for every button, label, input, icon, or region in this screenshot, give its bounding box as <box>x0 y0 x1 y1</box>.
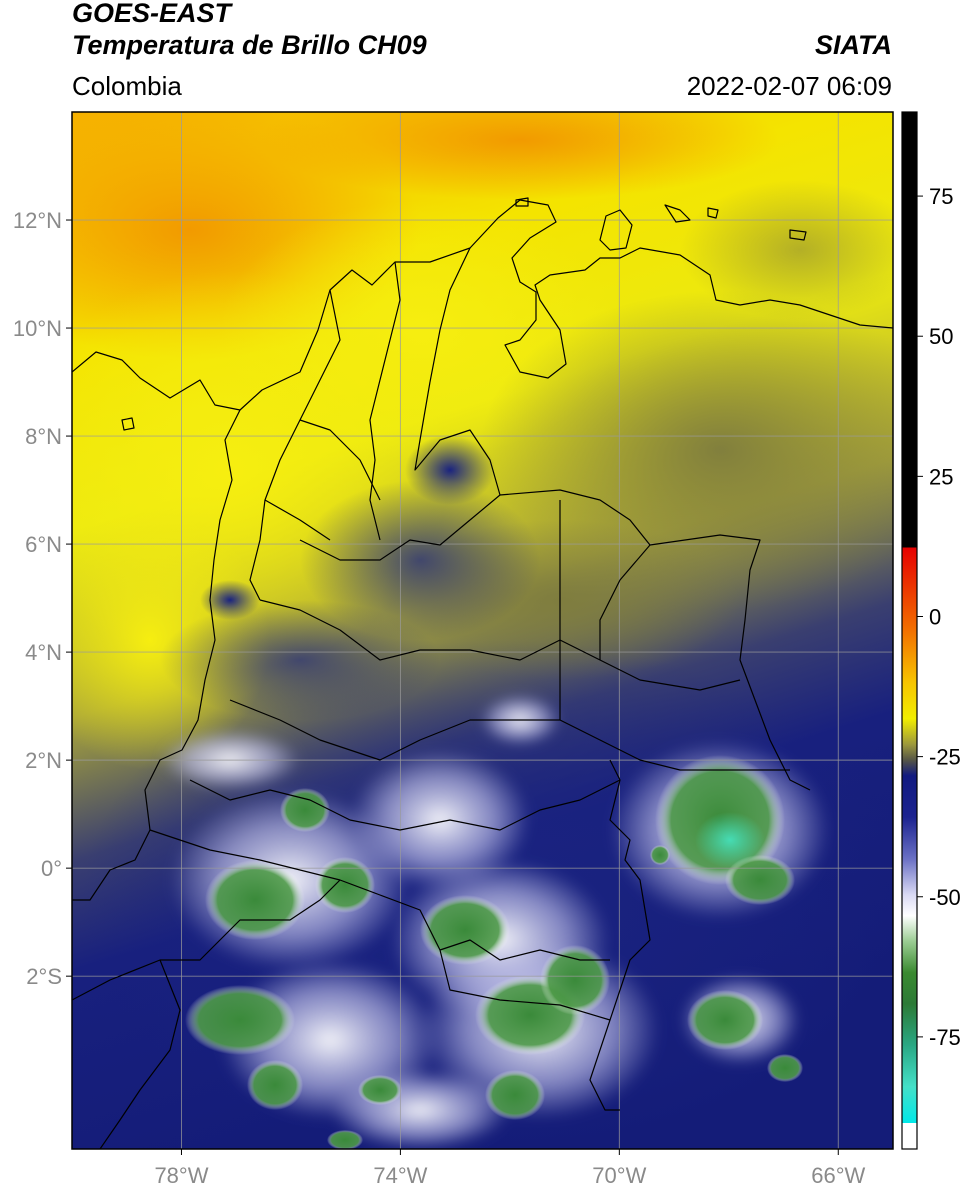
internal-border <box>369 261 401 541</box>
colorbar-ramp <box>902 112 917 1149</box>
internal-border <box>264 499 331 541</box>
island <box>121 417 135 431</box>
colorbar: 75 50 25 0 -25 -50 -75 <box>901 111 961 1150</box>
brightness-temperature-field <box>72 112 893 1149</box>
latitude-tick-label: 6°N <box>25 532 62 557</box>
navy-region <box>300 480 540 640</box>
colorbar-frame <box>901 111 918 1150</box>
latitude-tick-label: 2°N <box>25 748 62 773</box>
navy-region <box>200 580 260 620</box>
longitude-tick-label: 74°W <box>373 1163 427 1188</box>
internal-border <box>439 939 610 961</box>
navy-region <box>405 435 495 505</box>
olive-region <box>680 180 893 320</box>
colorbar-tick-label: -25 <box>929 745 961 770</box>
pacific-coastline <box>72 409 241 901</box>
datetime-label: 2022-02-07 06:09 <box>686 71 892 101</box>
latitude-tick-label: 10°N <box>13 316 62 341</box>
source-label: SIATA <box>815 30 892 60</box>
colorbar-tick-label: -75 <box>929 1025 961 1050</box>
paraguana-peninsula <box>599 209 633 251</box>
internal-border <box>259 599 741 691</box>
map-frame <box>71 111 894 1150</box>
brazil-border <box>589 1019 620 1111</box>
colorbar-tick-label: 25 <box>929 464 953 489</box>
colorbar-tick-label: 50 <box>929 324 953 349</box>
colombia-east-border <box>414 381 811 791</box>
colorbar-tick-label: 75 <box>929 184 953 209</box>
longitude-tick-label: 78°W <box>154 1163 208 1188</box>
caribbean-coastline <box>72 199 893 411</box>
warm-region <box>260 112 780 200</box>
latitude-tick-label: 8°N <box>25 424 62 449</box>
internal-border <box>299 494 501 561</box>
colorbar-tick-label: -50 <box>929 885 961 910</box>
longitude-axis: 78°W 74°W 70°W 66°W <box>154 1149 866 1188</box>
product-title: Temperatura de Brillo CH09 <box>72 30 427 60</box>
internal-border <box>429 247 471 383</box>
colorbar-ticks: 75 50 25 0 -25 -50 -75 <box>917 184 961 1050</box>
latitude-axis: 12°N 10°N 8°N 6°N 4°N 2°N 0° 2°S <box>13 208 72 989</box>
internal-border <box>599 544 651 660</box>
coastlines-and-borders <box>72 197 893 1149</box>
island <box>789 229 807 241</box>
latitude-tick-label: 12°N <box>13 208 62 233</box>
satellite-title: GOES-EAST <box>72 0 232 28</box>
island <box>707 207 719 219</box>
latitude-tick-label: 4°N <box>25 640 62 665</box>
colorbar-tick-label: 0 <box>929 604 941 629</box>
internal-border <box>249 289 341 601</box>
internal-border <box>229 699 790 771</box>
longitude-tick-label: 66°W <box>811 1163 865 1188</box>
longitude-tick-label: 70°W <box>592 1163 646 1188</box>
internal-border <box>189 779 621 831</box>
ecuador-peru-border <box>72 879 341 1001</box>
peru-coast <box>99 959 181 1149</box>
island <box>664 204 691 223</box>
colombia-south-border <box>149 759 651 1021</box>
island <box>515 197 529 207</box>
internal-border <box>299 419 381 501</box>
region-label: Colombia <box>72 71 182 101</box>
latitude-tick-label: 0° <box>41 856 62 881</box>
latitude-tick-label: 2°S <box>26 964 62 989</box>
